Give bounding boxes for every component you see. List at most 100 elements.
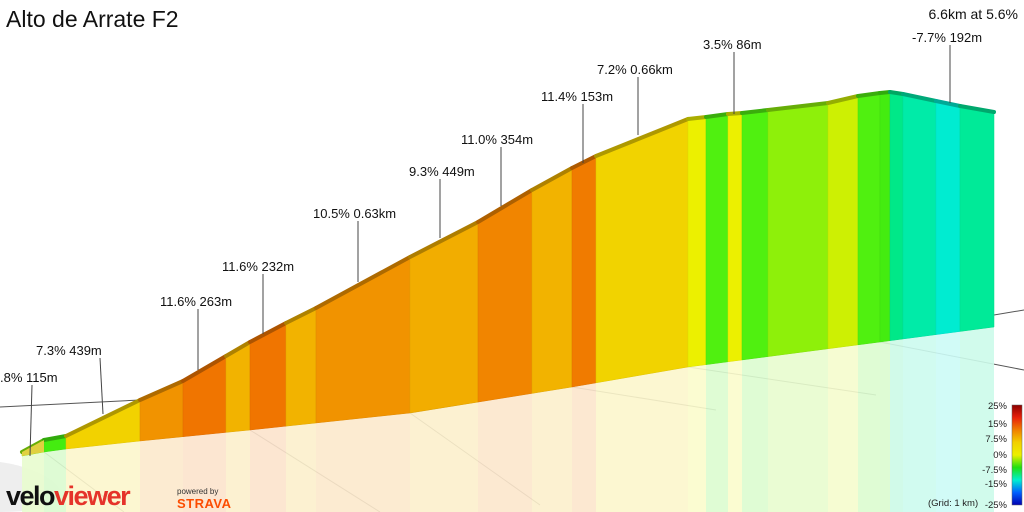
profile-segment-12 [571, 155, 597, 388]
ridge-segment-25 [958, 104, 996, 114]
ridge-segment-11 [530, 166, 574, 192]
reflection-segment-2 [66, 441, 140, 512]
ridge-segment-19 [826, 94, 860, 105]
reflection-segment-12 [572, 382, 596, 512]
legend-color-bar [1011, 404, 1023, 506]
gradient-annotations: .8% 115m 7.3% 439m 11.6% 263m 11.6% 232m 10.… [0, 30, 982, 457]
legend-label-4: -7.5% [982, 465, 1007, 476]
reflection-segment-10 [478, 393, 532, 512]
reflection-segment-13 [596, 367, 688, 512]
ridge-segment-18 [766, 101, 830, 112]
reflection-segment-6 [250, 426, 286, 512]
chart-title: Alto de Arrate F2 [6, 6, 179, 32]
reflection-segment-20 [858, 342, 880, 512]
reflection-segment-17 [742, 356, 768, 512]
legend-label-6: -25% [985, 500, 1008, 511]
annotation-label-0: .8% 115m [0, 370, 58, 385]
reflection-segment-24 [936, 331, 960, 512]
annotation-label-3: 11.6% 232m [222, 259, 294, 274]
reflection-segment-7 [286, 422, 316, 512]
annotation-label-10: -7.7% 192m [912, 30, 982, 45]
annotation-leader-1 [99, 357, 104, 415]
profile-segment-10 [477, 189, 533, 403]
legend-label-1: 15% [988, 419, 1008, 430]
annotation-label-5: 9.3% 449m [409, 164, 475, 179]
ridge-segment-3 [138, 379, 185, 402]
ridge-segment-23 [901, 92, 938, 103]
profile-segment-21 [879, 91, 891, 343]
ridge-segment-20 [856, 91, 882, 98]
ridge-segment-12 [570, 154, 598, 170]
profile-segment-20 [857, 92, 881, 346]
ridge-segment-6 [248, 321, 288, 344]
ridge-segment-4 [181, 354, 228, 383]
profile-segment-17 [741, 109, 769, 361]
profile-segment-7 [285, 307, 317, 427]
reflection-segment-4 [183, 432, 226, 512]
reflection-segment-0 [22, 452, 44, 512]
annotation-leader-0 [29, 384, 33, 457]
reflection-segment-15 [706, 361, 728, 512]
profile-segment-18 [767, 102, 829, 357]
annotation-label-7: 11.4% 153m [541, 89, 613, 104]
annotation-label-6: 11.0% 354m [461, 132, 533, 147]
grid-scale-note: (Grid: 1 km) [928, 498, 979, 509]
legend-label-2: 7.5% [985, 434, 1007, 445]
reflection-segment-25 [960, 327, 994, 512]
annotation-label-8: 7.2% 0.66km [597, 62, 673, 77]
climb-summary: 6.6km at 5.6% [928, 6, 1019, 22]
profile-segment-16 [727, 112, 743, 363]
ridge-segment-9 [408, 220, 480, 259]
ridge-segment-15 [704, 112, 730, 119]
reflection-segment-14 [688, 364, 706, 512]
powered-by-text: powered by [177, 487, 219, 496]
reflection-segment-18 [768, 348, 828, 512]
annotation-label-2: 11.6% 263m [160, 294, 232, 309]
profile-segment-25 [959, 105, 995, 332]
annotation-label-1: 7.3% 439m [36, 343, 102, 358]
ridge-segment-16 [726, 111, 744, 116]
profile-segment-11 [531, 167, 573, 394]
ridge-segment-5 [224, 340, 252, 358]
reflection-segment-5 [226, 430, 250, 512]
ridge-segment-14 [686, 115, 708, 121]
profile-segments [20, 90, 996, 512]
profile-start-cap [22, 440, 44, 456]
profile-segment-23 [902, 93, 937, 340]
profile-segment-24 [935, 100, 961, 335]
reflection-segment-9 [410, 402, 478, 512]
ridge-segment-17 [740, 108, 770, 115]
legend-label-5: -15% [985, 479, 1008, 490]
gradient-legend: 25% 15% 7.5% 0% -7.5% -15% -25% [982, 401, 1023, 511]
ridge-segment-10 [476, 188, 534, 224]
strava-logo: STRAVA [177, 496, 232, 511]
reflection-segment-3 [140, 436, 183, 512]
legend-label-3: 0% [993, 450, 1007, 461]
ridge-segment-2 [64, 398, 142, 438]
annotation-label-9: 3.5% 86m [703, 37, 762, 52]
grid-line-0 [0, 399, 141, 408]
annotation-label-4: 10.5% 0.63km [313, 206, 396, 221]
reflection-segment-22 [890, 338, 903, 512]
ridge-segment-13 [594, 117, 690, 158]
reflection-segment-1 [44, 449, 66, 512]
reflection-segment-21 [880, 340, 890, 512]
ridge-segment-22 [888, 90, 905, 96]
profile-segment-15 [705, 113, 729, 365]
ridge-segment-7 [284, 306, 318, 325]
veloviewer-logo: veloviewer [6, 481, 131, 511]
reflection-segment-19 [828, 344, 858, 512]
reflection-segment-23 [903, 334, 936, 512]
ridge-segment-8 [314, 255, 412, 310]
profile-segment-13 [595, 118, 689, 384]
legend-label-0: 25% [988, 401, 1008, 412]
reflection-segment-16 [728, 359, 742, 512]
profile-segment-22 [889, 91, 904, 341]
reflection-segment-11 [532, 387, 572, 512]
ridge-segment-24 [934, 99, 962, 108]
profile-segment-14 [687, 116, 707, 368]
profile-segment-19 [827, 95, 859, 350]
ridge-segment-1 [42, 434, 68, 442]
reflection-segment-8 [316, 413, 410, 512]
